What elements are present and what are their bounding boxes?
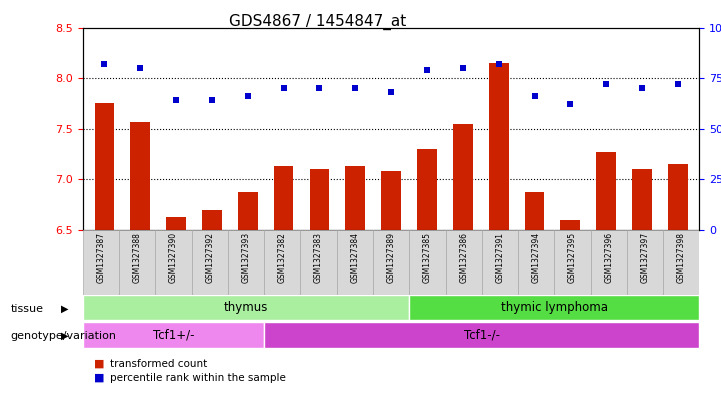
- Bar: [345, 166, 365, 230]
- Bar: [238, 193, 257, 230]
- Bar: [554, 230, 590, 295]
- Text: genotype/variation: genotype/variation: [11, 331, 117, 341]
- Text: GSM1327393: GSM1327393: [242, 232, 251, 283]
- Bar: [119, 230, 156, 295]
- Bar: [668, 164, 688, 230]
- Bar: [337, 230, 373, 295]
- Text: GSM1327386: GSM1327386: [459, 232, 468, 283]
- Text: GSM1327385: GSM1327385: [423, 232, 432, 283]
- Text: Tcf1-/-: Tcf1-/-: [464, 329, 500, 342]
- Bar: [156, 230, 192, 295]
- Point: [601, 81, 612, 87]
- Bar: [525, 193, 544, 230]
- Point: [493, 61, 505, 67]
- Point: [672, 81, 684, 87]
- Bar: [632, 169, 652, 230]
- Text: GSM1327384: GSM1327384: [350, 232, 359, 283]
- Text: GSM1327391: GSM1327391: [495, 232, 505, 283]
- Bar: [373, 230, 410, 295]
- Bar: [83, 322, 264, 348]
- Bar: [131, 121, 150, 230]
- Bar: [192, 230, 228, 295]
- Bar: [627, 230, 663, 295]
- Point: [528, 93, 540, 99]
- Text: GSM1327395: GSM1327395: [568, 232, 577, 283]
- Text: GSM1327383: GSM1327383: [314, 232, 323, 283]
- Text: GSM1327398: GSM1327398: [677, 232, 686, 283]
- Point: [278, 85, 289, 92]
- Text: thymic lymphoma: thymic lymphoma: [501, 301, 608, 314]
- Point: [314, 85, 325, 92]
- Bar: [453, 124, 473, 230]
- Bar: [202, 209, 222, 230]
- Bar: [274, 166, 293, 230]
- Point: [135, 65, 146, 71]
- Text: ■: ■: [94, 373, 105, 383]
- Point: [385, 89, 397, 95]
- Bar: [410, 295, 699, 320]
- Bar: [83, 230, 119, 295]
- Text: GSM1327396: GSM1327396: [604, 232, 614, 283]
- Point: [636, 85, 647, 92]
- Bar: [663, 230, 699, 295]
- Bar: [264, 322, 699, 348]
- Text: GSM1327390: GSM1327390: [169, 232, 178, 283]
- Text: ▶: ▶: [61, 303, 68, 314]
- Bar: [381, 171, 401, 230]
- Bar: [167, 217, 186, 230]
- Bar: [264, 230, 301, 295]
- Text: GSM1327382: GSM1327382: [278, 232, 287, 283]
- Bar: [301, 230, 337, 295]
- Bar: [489, 63, 508, 230]
- Text: ■: ■: [94, 358, 105, 369]
- Point: [457, 65, 469, 71]
- Bar: [590, 230, 627, 295]
- Text: ▶: ▶: [61, 331, 68, 341]
- Text: tissue: tissue: [11, 303, 44, 314]
- Text: transformed count: transformed count: [110, 358, 207, 369]
- Bar: [309, 169, 329, 230]
- Bar: [596, 152, 616, 230]
- Text: GSM1327394: GSM1327394: [531, 232, 541, 283]
- Text: GDS4867 / 1454847_at: GDS4867 / 1454847_at: [229, 14, 406, 30]
- Point: [242, 93, 254, 99]
- Text: GSM1327392: GSM1327392: [205, 232, 214, 283]
- Point: [421, 67, 433, 73]
- Bar: [518, 230, 554, 295]
- Bar: [560, 220, 580, 230]
- Point: [565, 101, 576, 108]
- Point: [206, 97, 218, 103]
- Text: thymus: thymus: [224, 301, 268, 314]
- Bar: [446, 230, 482, 295]
- Text: GSM1327397: GSM1327397: [640, 232, 650, 283]
- Point: [350, 85, 361, 92]
- Text: GSM1327389: GSM1327389: [386, 232, 396, 283]
- Bar: [94, 103, 114, 230]
- Bar: [417, 149, 437, 230]
- Bar: [83, 295, 410, 320]
- Point: [170, 97, 182, 103]
- Text: GSM1327388: GSM1327388: [133, 232, 142, 283]
- Text: percentile rank within the sample: percentile rank within the sample: [110, 373, 286, 383]
- Text: Tcf1+/-: Tcf1+/-: [153, 329, 195, 342]
- Bar: [482, 230, 518, 295]
- Bar: [410, 230, 446, 295]
- Text: GSM1327387: GSM1327387: [97, 232, 105, 283]
- Bar: [228, 230, 264, 295]
- Point: [99, 61, 110, 67]
